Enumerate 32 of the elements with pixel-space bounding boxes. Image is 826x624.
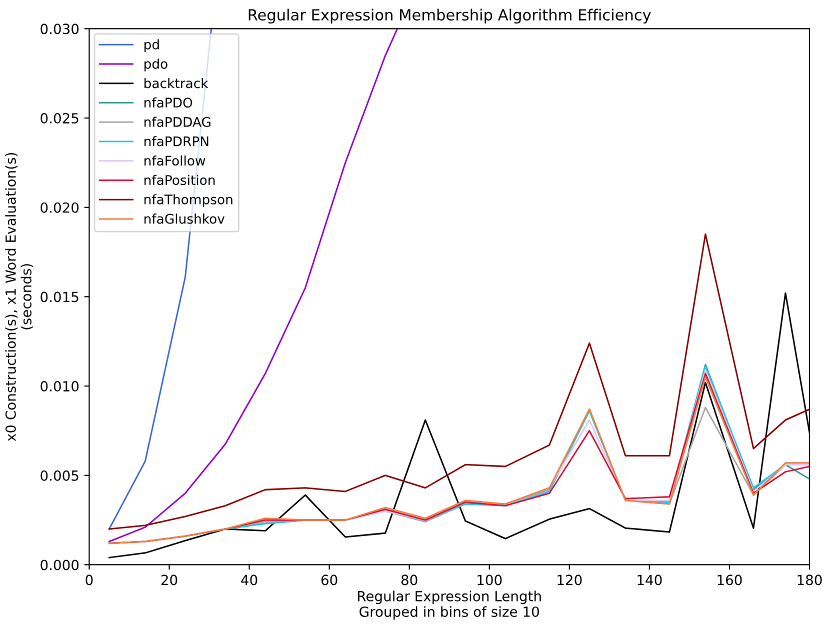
- y-tick-label: 0.000: [40, 560, 79, 570]
- legend-label: nfaPDDAG: [144, 116, 210, 127]
- legend-label: nfaThompson: [144, 194, 232, 207]
- y-tick-label: 0.015: [40, 292, 78, 302]
- y-tick-label: 0.030: [40, 24, 79, 34]
- legend-label: nfaPDRPN: [144, 136, 208, 146]
- x-tick-label: 60: [321, 574, 338, 586]
- line-series: [108, 28, 398, 542]
- legend-label: nfaGlushkov: [144, 214, 225, 224]
- legend-label: pd: [144, 39, 159, 52]
- x-tick-label: 40: [241, 574, 258, 586]
- y-tick-label: 0.020: [40, 202, 79, 213]
- x-tick-label: 20: [161, 574, 178, 586]
- y-tick-label: 0.005: [40, 470, 78, 481]
- x-tick-label: 100: [478, 574, 502, 586]
- y-tick-label: 0.010: [40, 381, 79, 392]
- x-tick-label: 140: [638, 574, 662, 586]
- y-axis-title: x0 Construction(s), x1 Word Evaluation(s) (seconds): [5, 153, 34, 442]
- y-tick-label: 0.025: [40, 113, 78, 124]
- legend-label: nfaPosition: [144, 174, 215, 186]
- x-tick-label: 80: [401, 574, 418, 586]
- x-tick-label: 180: [798, 574, 822, 586]
- x-tick-label: 120: [558, 574, 582, 586]
- legend-label: backtrack: [144, 78, 208, 88]
- legend-label: pdo: [144, 58, 168, 72]
- x-axis-title: Regular Expression Length Grouped in bins of size 10: [358, 590, 541, 620]
- legend-label: nfaFollow: [144, 155, 206, 166]
- x-tick-label: 0: [86, 574, 93, 586]
- legend-label: nfaPDO: [144, 97, 192, 108]
- line-series: [108, 233, 810, 530]
- x-tick-label: 160: [718, 574, 742, 586]
- chart-title: Regular Expression Membership Algorithm Efficiency: [248, 8, 651, 24]
